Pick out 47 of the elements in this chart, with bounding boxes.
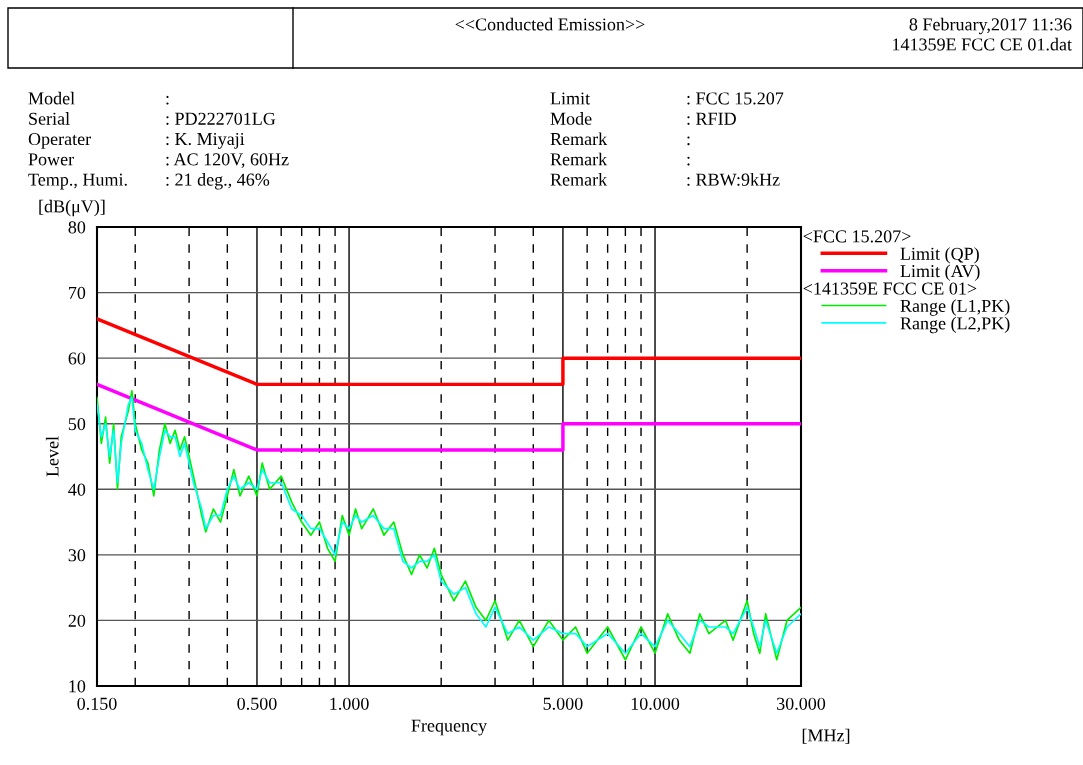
text: : K. Miyaji <box>166 132 245 149</box>
text: : <box>687 156 690 166</box>
y-tick-label: 60 <box>68 352 86 365</box>
text: : <box>166 95 169 105</box>
text: 141359E FCC CE 01.dat <box>893 37 1072 51</box>
x-tick-label: 0.150 <box>77 697 117 710</box>
text: Serial <box>29 112 70 125</box>
text: Remark <box>550 132 608 146</box>
text: Power <box>28 153 74 166</box>
text: Remark <box>550 152 608 166</box>
text: Temp., Humi. <box>28 173 127 190</box>
text: Model <box>28 91 75 105</box>
text: : FCC 15.207 <box>687 92 784 105</box>
legend-label: Range (L1,PK) <box>900 299 1010 316</box>
legend-label: Limit (AV) <box>900 264 980 281</box>
x-axis-title: Frequency <box>411 719 488 736</box>
text: Operater <box>28 132 91 149</box>
legend-title: <FCC 15.207> <box>803 230 911 243</box>
y-tick-label: 40 <box>68 483 86 496</box>
x-tick-label: 1.000 <box>330 697 369 710</box>
text: <<Conducted Emission>> <box>455 17 645 31</box>
text: : RBW:9kHz <box>687 173 780 186</box>
legend-label: Range (L2,PK) <box>900 316 1010 334</box>
text: : PD222701LG <box>166 112 276 125</box>
text: Limit <box>550 92 591 105</box>
y-tick-label: 70 <box>69 286 86 300</box>
text: Remark <box>550 173 608 186</box>
y-tick-label: 30 <box>68 549 86 562</box>
x-tick-label: 10.000 <box>631 697 680 710</box>
x-tick-label: 5.000 <box>543 697 583 710</box>
text: <141359E FCC CE 01> <box>803 282 977 295</box>
text: [dB(μV)] <box>39 199 105 217</box>
text: : RFID <box>687 112 736 125</box>
x-tick-label: 0.500 <box>237 697 277 710</box>
y-tick-label: 20 <box>68 614 86 627</box>
x-tick-label: 30.000 <box>777 697 826 710</box>
text: Mode <box>550 112 592 125</box>
text: [MHz] <box>802 728 850 744</box>
text: : <box>687 136 690 146</box>
y-tick-label: 50 <box>68 417 86 431</box>
y-tick-label: 80 <box>68 221 86 234</box>
y-tick-label: 10 <box>69 680 86 693</box>
y-axis-title: Level <box>45 436 59 477</box>
text: 8 February,2017 11:36 <box>909 17 1072 35</box>
text: : AC 120V, 60Hz <box>166 153 289 169</box>
legend-label: Limit (QP) <box>900 247 979 264</box>
text: : 21 deg., 46% <box>166 172 270 190</box>
